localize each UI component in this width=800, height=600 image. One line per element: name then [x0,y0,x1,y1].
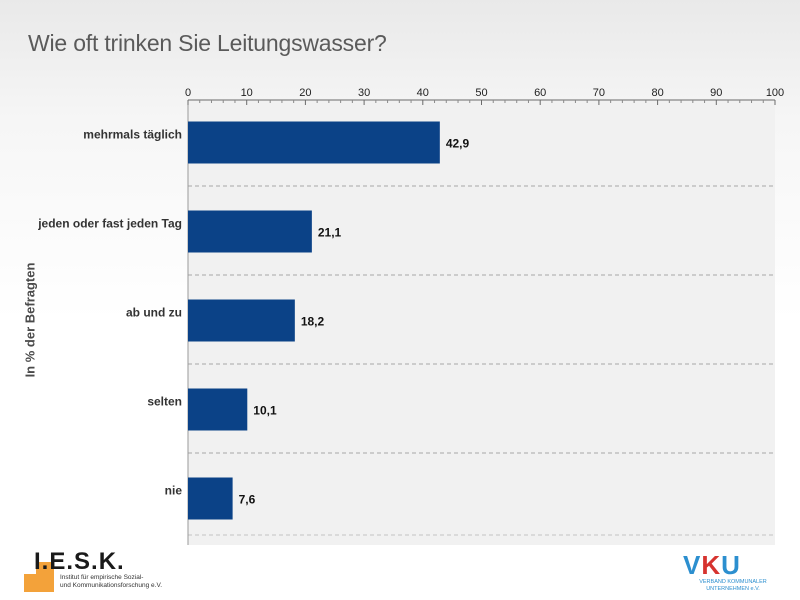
x-tick-label: 70 [593,87,605,99]
category-label: nie [165,484,183,498]
iesk-logo-square-cutout [24,562,36,574]
bar-value-label: 7,6 [239,493,256,507]
bar-value-label: 10,1 [253,404,277,418]
bar-value-label: 18,2 [301,315,325,329]
vku-logo-wordmark: VKU [683,550,741,581]
category-label: ab und zu [126,306,182,320]
category-label: selten [147,395,182,409]
vku-logo-letter-k: K [701,550,722,580]
x-tick-label: 100 [766,87,784,99]
x-tick-label: 40 [417,87,429,99]
vku-logo-subtitle: VERBAND KOMMUNALER UNTERNEHMEN e.V. [699,579,767,592]
bar [188,388,248,431]
bar [188,299,295,342]
x-tick-label: 10 [241,87,253,99]
x-tick-label: 80 [651,87,663,99]
bar [188,477,233,520]
iesk-logo-subtitle: Institut für empirische Sozial- und Komm… [60,574,163,589]
x-tick-label: 30 [358,87,370,99]
vku-logo-letter-u: U [721,550,741,580]
vku-logo-letter-v: V [683,550,702,580]
category-label: mehrmals täglich [83,128,182,142]
vku-logo: VKU VERBAND KOMMUNALER UNTERNEHMEN e.V. [683,550,783,594]
bar [188,210,312,253]
x-tick-label: 60 [534,87,546,99]
bar-value-label: 21,1 [318,226,342,240]
x-tick-label: 90 [710,87,722,99]
x-tick-label: 20 [299,87,311,99]
bar-value-label: 42,9 [446,137,470,151]
chart-title: Wie oft trinken Sie Leitungswasser? [28,30,387,56]
iesk-logo: I.E.S.K. Institut für empirische Sozial-… [24,548,164,592]
bar [188,121,440,164]
iesk-logo-name: I.E.S.K. [34,548,125,575]
category-label: jeden oder fast jeden Tag [37,217,182,231]
x-tick-label: 50 [475,87,487,99]
x-tick-label: 0 [185,87,191,99]
